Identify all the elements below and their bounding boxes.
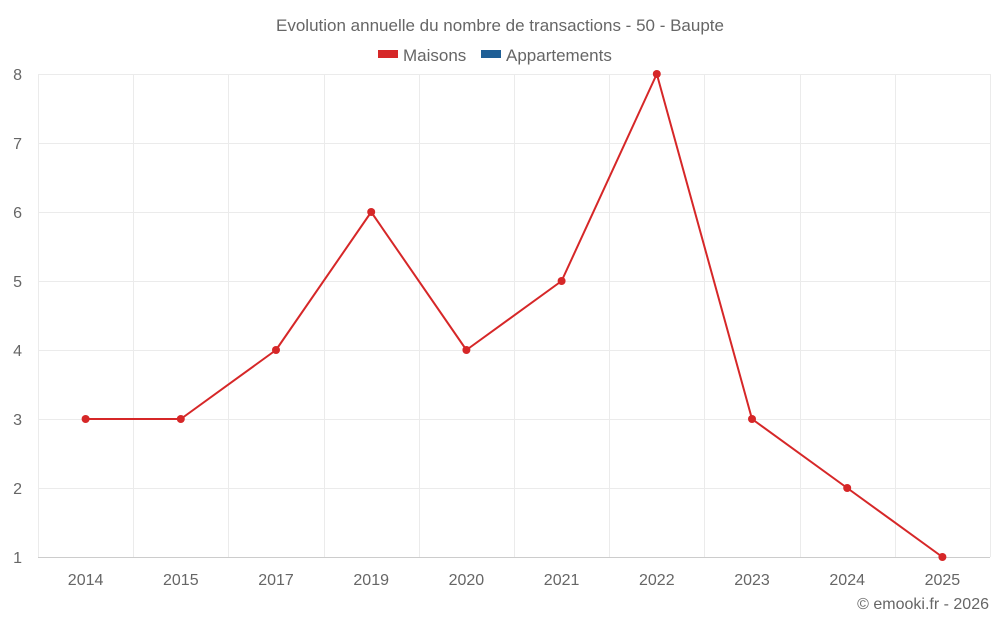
- data-point-maisons[interactable]: [272, 346, 280, 354]
- x-tick-label: 2014: [68, 572, 104, 589]
- x-tick-label: 2019: [353, 572, 389, 589]
- data-point-maisons[interactable]: [748, 415, 756, 423]
- y-tick-label: 4: [13, 343, 22, 360]
- x-tick-label: 2021: [544, 572, 580, 589]
- legend: Maisons Appartements: [378, 46, 612, 65]
- y-tick-label: 2: [13, 481, 22, 498]
- y-axis-ticks: 1 2 3 4 5 6 7 8: [13, 67, 22, 567]
- legend-swatch-appartements: [481, 50, 501, 58]
- series-layer: [81, 70, 947, 561]
- data-point-maisons[interactable]: [367, 208, 376, 216]
- data-point-maisons[interactable]: [557, 277, 566, 285]
- y-tick-label: 7: [13, 136, 22, 153]
- horizontal-gridlines: [38, 74, 990, 489]
- x-tick-label: 2024: [829, 572, 865, 589]
- chart-title: Evolution annuelle du nombre de transact…: [276, 16, 724, 35]
- x-tick-label: 2015: [163, 572, 199, 589]
- data-point-maisons[interactable]: [176, 415, 185, 423]
- y-tick-label: 5: [13, 274, 22, 291]
- y-tick-label: 1: [13, 550, 22, 567]
- data-point-maisons[interactable]: [462, 346, 471, 354]
- x-tick-label: 2023: [734, 572, 770, 589]
- legend-swatch-maisons: [378, 50, 398, 58]
- data-point-maisons[interactable]: [938, 553, 947, 561]
- data-point-maisons[interactable]: [81, 415, 90, 423]
- y-tick-label: 8: [13, 67, 22, 84]
- credit-text: © emooki.fr - 2026: [857, 596, 989, 613]
- x-axis-ticks: 2014 2015 2017 2019 2020 2021 2022 2023 2024 2025: [68, 572, 960, 589]
- y-tick-label: 3: [13, 412, 22, 429]
- legend-label-appartements[interactable]: Appartements: [506, 46, 612, 65]
- legend-label-maisons[interactable]: Maisons: [403, 46, 466, 65]
- x-tick-label: 2017: [258, 572, 294, 589]
- series-line-maisons: [85, 73, 943, 558]
- data-point-maisons[interactable]: [843, 484, 852, 492]
- y-tick-label: 6: [13, 205, 22, 222]
- data-point-maisons[interactable]: [652, 70, 661, 78]
- x-tick-label: 2025: [925, 572, 961, 589]
- x-tick-label: 2020: [449, 572, 485, 589]
- x-tick-label: 2022: [639, 572, 675, 589]
